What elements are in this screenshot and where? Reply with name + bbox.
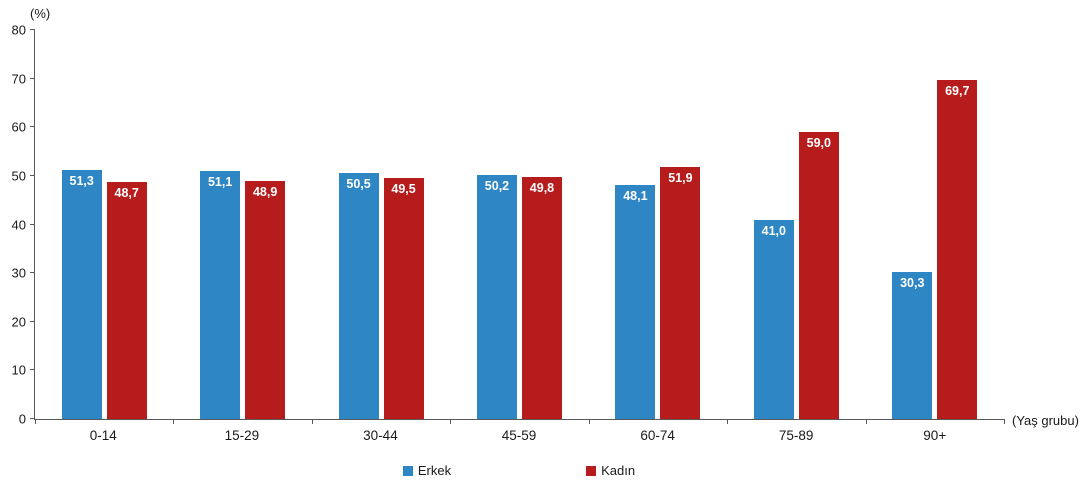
legend-item-erkek: Erkek — [402, 463, 452, 478]
y-axis-tick-label: 60 — [11, 119, 26, 135]
bar-value-label: 51,9 — [668, 170, 693, 185]
x-axis-category-label: 0-14 — [89, 428, 117, 443]
x-axis-category-label: 60-74 — [640, 428, 675, 443]
y-axis-tick-label: 50 — [11, 168, 26, 184]
x-axis-category-label: 30-44 — [363, 428, 398, 443]
x-axis-tick — [450, 419, 452, 424]
bar-kadin: 49,8 — [521, 176, 562, 419]
bar-kadin: 69,7 — [937, 80, 978, 419]
y-axis-tick-label: 30 — [11, 265, 26, 281]
bar-value-label: 51,1 — [207, 174, 233, 189]
y-axis-tick — [30, 223, 35, 225]
bar-erkek: 50,5 — [338, 173, 379, 419]
bar-erkek: 30,3 — [892, 271, 933, 419]
y-axis-tick — [30, 272, 35, 274]
x-axis-category-label: 75-89 — [778, 428, 814, 443]
y-axis-unit-label: (%) — [30, 6, 51, 21]
bar-value-label: 69,7 — [945, 84, 970, 99]
bar-value-label: 48,7 — [114, 186, 139, 201]
legend-item-kadin: Kadın — [586, 463, 635, 478]
bar-erkek: 48,1 — [615, 185, 656, 419]
y-axis-tick — [30, 320, 35, 322]
bar-value-label: 48,9 — [252, 185, 278, 200]
legend-swatch — [402, 465, 413, 476]
y-axis-tick-label: 80 — [11, 22, 26, 38]
y-axis-tick-label: 20 — [11, 314, 26, 330]
y-axis-tick — [30, 418, 35, 419]
legend-item-label: Erkek — [417, 463, 452, 478]
bar-group: 50,5 49,5 — [312, 30, 450, 419]
plot-area: 51,3 48,7 51,1 48,9 50,5 49,5 50,2 49,8 48,1 51,9… — [12, 23, 1005, 427]
bar-kadin: 48,7 — [106, 182, 147, 419]
y-axis-tick — [30, 174, 35, 176]
legend-item-label: Kadın — [601, 463, 636, 478]
bar-kadin: 59,0 — [798, 132, 839, 419]
bar-group: 50,2 49,8 — [450, 30, 588, 419]
x-axis-tick — [865, 419, 867, 424]
bar-value-label: 49,8 — [529, 180, 555, 195]
bar-erkek: 51,1 — [200, 170, 241, 419]
bar-erkek: 41,0 — [753, 219, 794, 419]
bar-group: 51,1 48,9 — [173, 30, 311, 419]
x-axis-category-label: 15-29 — [224, 428, 260, 443]
bar-value-label: 50,2 — [484, 178, 510, 193]
x-axis-category-label: 45-59 — [501, 428, 537, 443]
bar-group: 30,3 69,7 — [866, 30, 1004, 419]
legend: Erkek Kadın — [34, 463, 1004, 478]
x-axis-tick — [727, 419, 729, 424]
x-axis-labels: 0-14 15-29 30-44 45-59 60-74 75-89 90+ — [34, 428, 1004, 443]
bar-group: 41,0 59,0 — [727, 30, 865, 419]
x-axis-unit-label: (Yaş grubu) — [1012, 413, 1079, 428]
y-axis-tick-label: 40 — [11, 217, 26, 232]
bar-erkek: 50,2 — [476, 174, 517, 419]
y-axis-tick — [30, 369, 35, 371]
bar-kadin: 48,9 — [245, 181, 286, 419]
y-axis-tick-label: 10 — [11, 362, 26, 378]
x-axis-tick — [588, 419, 590, 424]
x-axis-tick — [1004, 419, 1005, 424]
bar-group: 48,1 51,9 — [589, 30, 727, 419]
y-axis-tick-label: 70 — [11, 71, 26, 87]
y-axis-tick-label: 0 — [18, 411, 26, 427]
bar-groups: 51,3 48,7 51,1 48,9 50,5 49,5 50,2 49,8 48,1 51,9… — [35, 30, 1004, 419]
bar-kadin: 51,9 — [660, 166, 701, 419]
x-axis-tick — [311, 419, 313, 424]
bar-kadin: 49,5 — [383, 178, 424, 419]
y-axis-tick — [30, 126, 35, 128]
y-axis-tick — [30, 29, 35, 30]
y-axis-tick — [30, 77, 35, 79]
bar-value-label: 41,0 — [761, 223, 786, 238]
legend-swatch — [586, 465, 597, 476]
bar-value-label: 30,3 — [900, 275, 925, 290]
bar-value-label: 48,1 — [623, 189, 648, 204]
bar-value-label: 51,3 — [69, 173, 94, 188]
bar-value-label: 49,5 — [391, 182, 416, 197]
bar-value-label: 59,0 — [806, 136, 831, 151]
bar-erkek: 51,3 — [61, 169, 102, 419]
x-axis-tick — [35, 419, 36, 424]
x-axis-tick — [173, 419, 175, 424]
bar-value-label: 50,5 — [346, 177, 371, 192]
x-axis-category-label: 90+ — [923, 428, 947, 443]
bar-group: 51,3 48,7 — [35, 30, 173, 419]
